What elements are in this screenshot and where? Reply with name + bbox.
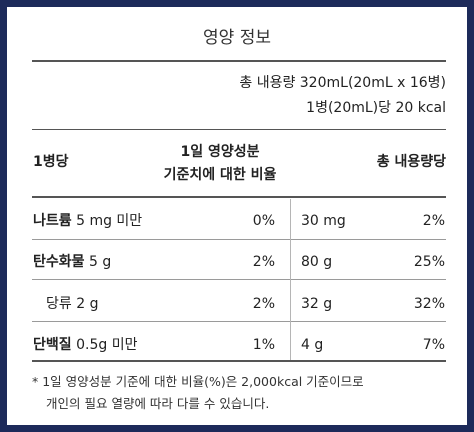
nutrient-total-amount: 80 g [301, 254, 333, 270]
column-divider [290, 199, 291, 360]
daily-value-header-line1: 1일 영양성분 [180, 144, 260, 160]
nutrient-row-protein: 단백질 0.5g 미만 [33, 336, 137, 354]
daily-value-header-line2: 기준치에 대한 비율 [163, 167, 277, 183]
nutrient-total-pct: 32% [413, 296, 445, 312]
total-volume: 총 내용량 320mL(20mL x 16병) [239, 75, 446, 91]
nutrition-title: 영양 정보 [203, 28, 271, 48]
nutrient-row-sugars: 당류 2 g [46, 295, 98, 313]
row-divider [32, 239, 446, 240]
nutrient-name: 당류 [46, 296, 72, 312]
row-divider [32, 321, 446, 322]
nutrient-daily-pct: 2% [252, 296, 275, 312]
nutrient-name: 나트륨 [33, 213, 72, 229]
nutrient-amount: 2 g [76, 296, 99, 312]
footnote-line2: 개인의 필요 열량에 따라 다를 수 있습니다. [46, 396, 270, 411]
nutrient-total-pct: 7% [422, 337, 445, 353]
nutrient-daily-pct: 2% [252, 254, 275, 270]
title-rule [32, 60, 446, 62]
nutrient-amount: 0.5g 미만 [76, 337, 138, 353]
nutrient-amount: 5 mg 미만 [76, 213, 143, 229]
nutrient-total-amount: 4 g [301, 337, 324, 353]
nutrition-facts-panel: 영양 정보 총 내용량 320mL(20mL x 16병) 1병(20mL)당 … [7, 7, 467, 425]
nutrient-daily-pct: 1% [252, 337, 275, 353]
nutrient-total-amount: 32 g [301, 296, 333, 312]
nutrient-row-sodium: 나트륨 5 mg 미만 [33, 212, 142, 230]
nutrient-total-pct: 25% [413, 254, 445, 270]
footnote-line1: * 1일 영양성분 기준에 대한 비율(%)은 2,000kcal 기준이므로 [32, 374, 364, 389]
nutrient-name: 단백질 [33, 337, 72, 353]
nutrient-row-carbohydrate: 탄수화물 5 g [33, 253, 111, 271]
nutrient-total-amount: 30 mg [301, 213, 346, 229]
per-bottle-calories: 1병(20mL)당 20 kcal [306, 100, 446, 116]
nutrient-daily-pct: 0% [252, 213, 275, 229]
header-bottom-rule [32, 196, 446, 198]
header-top-rule [32, 129, 446, 130]
nutrient-amount: 5 g [88, 254, 112, 270]
nutrient-total-pct: 2% [422, 213, 445, 229]
total-basis-header: 총 내용량당 [376, 154, 446, 170]
table-bottom-rule [32, 360, 446, 362]
row-divider [32, 279, 446, 280]
nutrient-name: 탄수화물 [33, 254, 85, 270]
per-bottle-header: 1병당 [33, 154, 69, 170]
